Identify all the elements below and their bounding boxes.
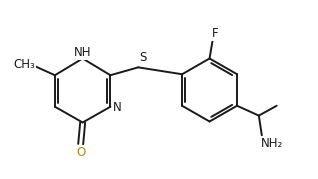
Text: O: O xyxy=(76,146,85,159)
Text: NH₂: NH₂ xyxy=(260,137,283,150)
Text: N: N xyxy=(113,101,122,114)
Text: NH: NH xyxy=(74,46,91,59)
Text: S: S xyxy=(140,51,147,64)
Text: F: F xyxy=(212,27,219,40)
Text: CH₃: CH₃ xyxy=(13,58,35,71)
